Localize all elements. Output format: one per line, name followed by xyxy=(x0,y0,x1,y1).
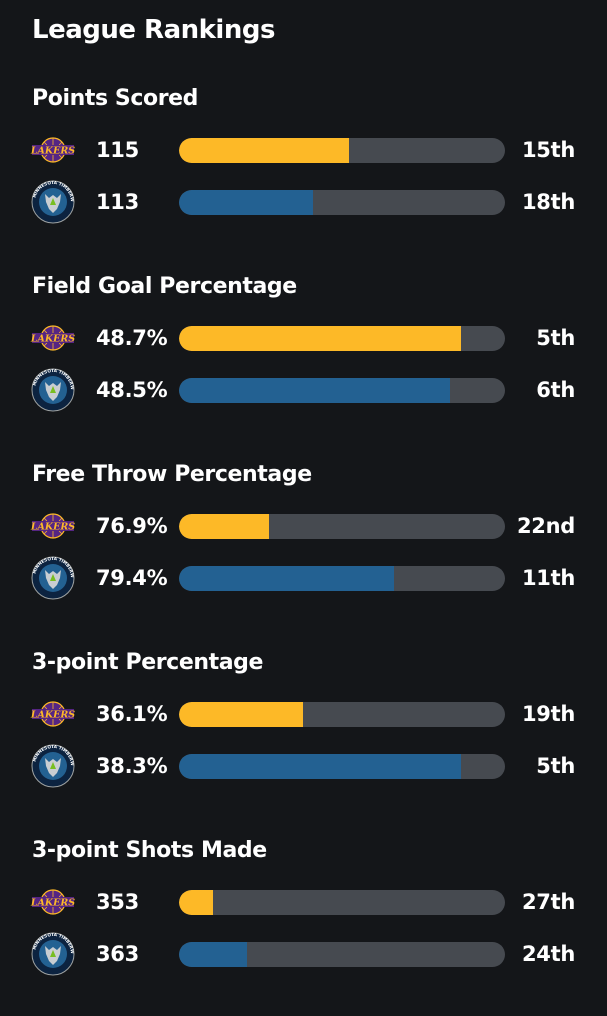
league-rank: 6th xyxy=(536,378,575,402)
lakers-logo-icon: LAKERS xyxy=(30,316,76,360)
svg-text:LAKERS: LAKERS xyxy=(30,710,75,721)
ranking-bar xyxy=(179,566,505,591)
ranking-bar xyxy=(179,514,505,539)
stat-section: Free Throw Percentage LAKERS 76.9% 22nd MINN… xyxy=(0,460,607,640)
ranking-bar-fill xyxy=(179,702,303,727)
ranking-bar xyxy=(179,754,505,779)
lakers-logo-icon: LAKERS xyxy=(30,504,76,548)
section-title: 3-point Shots Made xyxy=(32,838,267,863)
timberwolves-logo-icon: MINNESOTA TIMBERWOLVES xyxy=(28,552,76,600)
team-stat-row: LAKERS 115 15th xyxy=(0,128,607,172)
ranking-bar xyxy=(179,942,505,967)
stat-value: 115 xyxy=(96,138,139,162)
svg-text:LAKERS: LAKERS xyxy=(30,522,75,533)
page-title: League Rankings xyxy=(32,15,275,45)
stat-value: 113 xyxy=(96,190,139,214)
stat-section: Field Goal Percentage LAKERS 48.7% 5th MINNE… xyxy=(0,272,607,452)
ranking-bar-fill xyxy=(179,754,461,779)
ranking-bar-fill xyxy=(179,326,461,351)
ranking-bar-fill xyxy=(179,890,214,915)
stat-value: 76.9% xyxy=(96,514,168,538)
league-rank: 11th xyxy=(521,566,575,590)
team-stat-row: LAKERS 36.1% 19th xyxy=(0,692,607,736)
stat-value: 38.3% xyxy=(96,754,168,778)
league-rank: 15th xyxy=(521,138,575,162)
team-stat-row: MINNESOTA TIMBERWOLVES 38.3% 5th xyxy=(0,740,607,788)
team-stat-row: MINNESOTA TIMBERWOLVES 363 24th xyxy=(0,928,607,976)
ranking-bar xyxy=(179,378,505,403)
ranking-bar-fill xyxy=(179,138,349,163)
team-stat-row: LAKERS 48.7% 5th xyxy=(0,316,607,360)
ranking-bar-fill xyxy=(179,378,450,403)
league-rank: 18th xyxy=(521,190,575,214)
timberwolves-logo-icon: MINNESOTA TIMBERWOLVES xyxy=(28,364,76,412)
league-rank: 27th xyxy=(521,890,575,914)
team-stat-row: LAKERS 353 27th xyxy=(0,880,607,924)
stat-value: 79.4% xyxy=(96,566,168,590)
timberwolves-logo-icon: MINNESOTA TIMBERWOLVES xyxy=(28,176,76,224)
timberwolves-logo-icon: MINNESOTA TIMBERWOLVES xyxy=(28,928,76,976)
league-rank: 5th xyxy=(536,754,575,778)
section-title: Points Scored xyxy=(32,86,199,111)
team-stat-row: MINNESOTA TIMBERWOLVES 48.5% 6th xyxy=(0,364,607,412)
stat-section: 3-point Percentage LAKERS 36.1% 19th MINNESO… xyxy=(0,648,607,828)
stat-value: 48.7% xyxy=(96,326,168,350)
ranking-bar xyxy=(179,190,505,215)
ranking-bar xyxy=(179,702,505,727)
lakers-logo-icon: LAKERS xyxy=(30,128,76,172)
stat-section: Points Scored LAKERS 115 15th MINNESOTA TIMB… xyxy=(0,84,607,264)
ranking-bar xyxy=(179,890,505,915)
team-stat-row: MINNESOTA TIMBERWOLVES 79.4% 11th xyxy=(0,552,607,600)
section-title: 3-point Percentage xyxy=(32,650,264,675)
league-rank: 19th xyxy=(521,702,575,726)
league-rank: 24th xyxy=(521,942,575,966)
ranking-bar xyxy=(179,326,505,351)
ranking-bar-fill xyxy=(179,566,395,591)
ranking-bar-fill xyxy=(179,942,248,967)
lakers-logo-icon: LAKERS xyxy=(30,692,76,736)
stat-value: 48.5% xyxy=(96,378,168,402)
league-rank: 5th xyxy=(536,326,575,350)
lakers-logo-icon: LAKERS xyxy=(30,880,76,924)
league-rank: 22nd xyxy=(516,514,575,538)
svg-text:LAKERS: LAKERS xyxy=(30,334,75,345)
stat-section: 3-point Shots Made LAKERS 353 27th MINNESOTA… xyxy=(0,836,607,1016)
stat-value: 353 xyxy=(96,890,139,914)
ranking-bar-fill xyxy=(179,190,313,215)
timberwolves-logo-icon: MINNESOTA TIMBERWOLVES xyxy=(28,740,76,788)
stat-value: 363 xyxy=(96,942,139,966)
svg-text:LAKERS: LAKERS xyxy=(30,898,75,909)
ranking-bar-fill xyxy=(179,514,269,539)
ranking-bar xyxy=(179,138,505,163)
section-title: Free Throw Percentage xyxy=(32,462,312,487)
svg-text:LAKERS: LAKERS xyxy=(30,146,75,157)
stat-value: 36.1% xyxy=(96,702,168,726)
team-stat-row: MINNESOTA TIMBERWOLVES 113 18th xyxy=(0,176,607,224)
section-title: Field Goal Percentage xyxy=(32,274,297,299)
team-stat-row: LAKERS 76.9% 22nd xyxy=(0,504,607,548)
